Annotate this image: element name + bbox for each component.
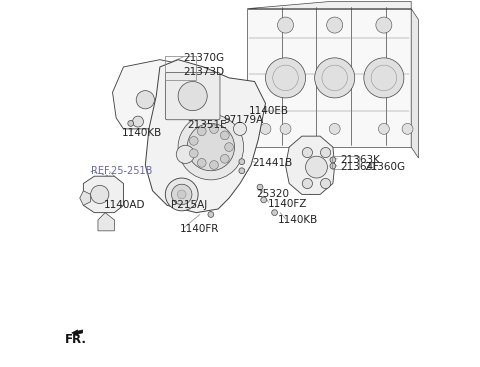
Circle shape [136,91,155,109]
Polygon shape [286,136,335,195]
Polygon shape [80,191,91,206]
Circle shape [177,190,186,199]
Circle shape [277,17,294,33]
Polygon shape [247,1,411,9]
Text: 1140FR: 1140FR [180,224,219,234]
FancyBboxPatch shape [165,72,220,120]
Text: 1140FZ: 1140FZ [267,199,307,208]
Text: 1140EB: 1140EB [249,106,289,116]
Circle shape [176,145,194,163]
Circle shape [210,125,218,134]
Circle shape [239,168,245,174]
Circle shape [364,58,404,98]
Text: 21351E: 21351E [187,120,227,130]
Text: 21373D: 21373D [183,68,225,77]
Polygon shape [247,9,411,147]
Circle shape [330,163,336,169]
Circle shape [178,81,207,111]
Circle shape [260,123,271,134]
Circle shape [132,116,144,127]
Circle shape [257,184,263,190]
Bar [165,56,195,80]
Circle shape [376,17,392,33]
Circle shape [239,159,245,164]
Circle shape [261,197,266,203]
Circle shape [91,185,109,204]
Text: 1140KB: 1140KB [121,127,162,138]
Text: REF.25-251B: REF.25-251B [91,166,152,176]
Circle shape [220,155,229,163]
Circle shape [265,58,306,98]
Circle shape [178,114,244,180]
Circle shape [272,210,277,215]
Circle shape [402,123,413,134]
Circle shape [378,123,389,134]
Text: 1140AD: 1140AD [103,200,145,210]
Text: 21364F: 21364F [340,162,379,172]
Polygon shape [84,176,123,212]
Circle shape [330,157,336,163]
Polygon shape [145,60,265,212]
Circle shape [306,156,327,178]
Circle shape [233,122,247,135]
Circle shape [197,159,206,167]
Circle shape [315,58,355,98]
Text: P215AJ: P215AJ [171,200,207,210]
Polygon shape [98,212,114,231]
Circle shape [220,131,229,140]
Circle shape [329,123,340,134]
Circle shape [302,148,312,158]
Circle shape [321,178,331,189]
Circle shape [225,143,233,152]
Bar [332,156,359,169]
Circle shape [171,82,185,95]
Text: 21441B: 21441B [253,159,293,168]
Circle shape [327,17,343,33]
Circle shape [165,178,198,211]
Circle shape [208,211,214,217]
Text: FR.: FR. [64,333,86,346]
Text: 21370G: 21370G [183,53,225,63]
Circle shape [171,184,192,205]
Text: 21360G: 21360G [364,162,405,172]
Polygon shape [72,330,83,336]
Text: 21363K: 21363K [340,155,380,165]
Circle shape [128,120,133,126]
Circle shape [280,123,291,134]
Circle shape [187,123,235,171]
Circle shape [197,127,206,136]
Circle shape [190,149,198,158]
Circle shape [321,148,331,158]
Circle shape [302,178,312,189]
Circle shape [210,161,218,170]
Text: 1140KB: 1140KB [278,215,319,225]
Text: 97179A: 97179A [224,115,264,125]
Circle shape [190,137,198,145]
Text: 25320: 25320 [256,189,289,199]
Polygon shape [411,9,419,158]
Polygon shape [112,60,204,129]
